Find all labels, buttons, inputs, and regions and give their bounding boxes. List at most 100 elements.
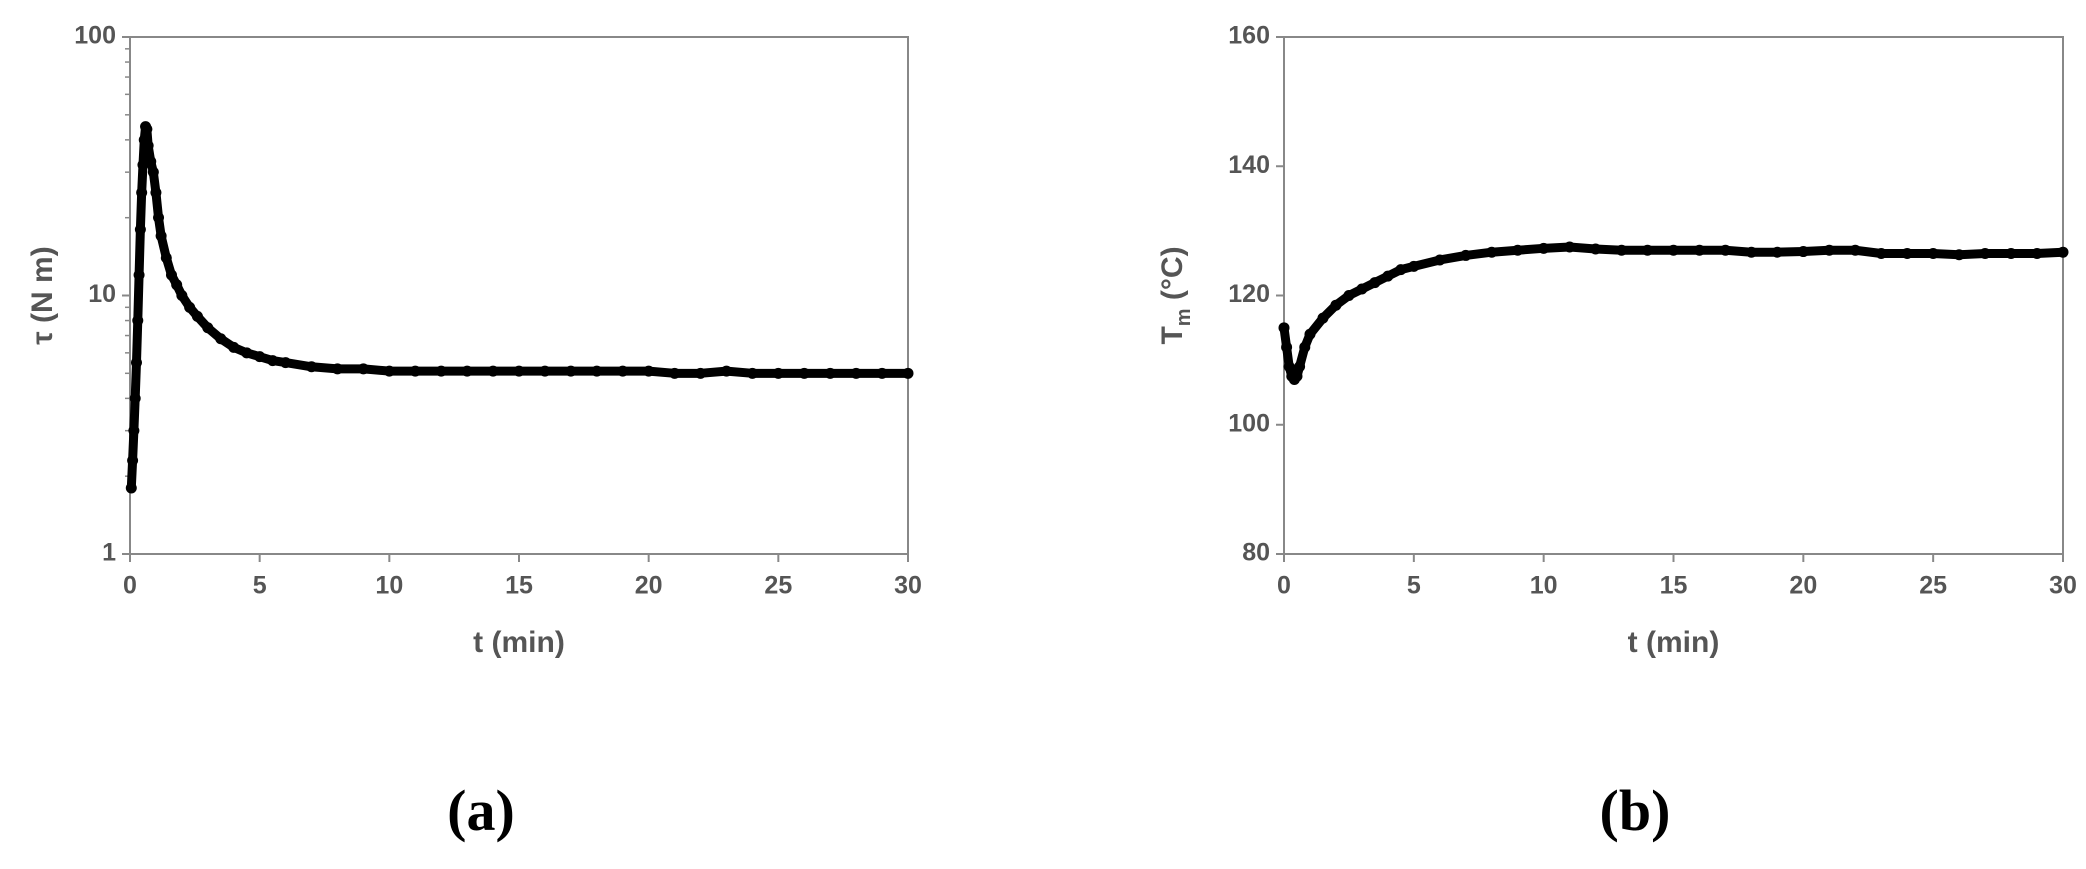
data-point (241, 347, 253, 359)
data-point (125, 482, 137, 494)
data-point (150, 187, 162, 199)
data-point (2057, 246, 2069, 258)
data-point (435, 365, 447, 377)
data-point (1294, 361, 1306, 373)
data-point (128, 425, 140, 437)
data-point (902, 367, 914, 379)
y-axis-title-part: m (1173, 308, 1195, 326)
data-point (591, 365, 603, 377)
data-point (669, 367, 681, 379)
data-point (746, 367, 758, 379)
data-point (145, 155, 157, 167)
data-point (184, 301, 196, 313)
data-point (1317, 312, 1329, 324)
y-tick-label: 1 (102, 539, 116, 567)
data-point (1979, 247, 1991, 259)
data-point (228, 341, 240, 353)
data-point (1693, 244, 1705, 256)
y-tick-label: 160 (1228, 22, 1270, 50)
data-point (1408, 260, 1420, 272)
data-point (134, 224, 146, 236)
data-point (280, 357, 292, 369)
data-point (130, 357, 142, 369)
data-point (1278, 322, 1290, 334)
data-point (824, 367, 836, 379)
y-tick-label: 100 (1228, 409, 1270, 437)
data-point (1299, 341, 1311, 353)
data-point (142, 140, 154, 152)
data-point (1356, 283, 1368, 295)
data-point (1901, 247, 1913, 259)
data-point (1283, 361, 1295, 373)
data-point (1642, 244, 1654, 256)
x-axis-title: t (min) (1628, 626, 1720, 659)
data-point (695, 367, 707, 379)
data-point (1719, 244, 1731, 256)
x-tick-label: 15 (1660, 572, 1688, 600)
y-tick-label: 10 (88, 280, 116, 308)
data-point (1849, 244, 1861, 256)
data-point (1745, 246, 1757, 258)
data-point (1797, 246, 1809, 258)
data-point (171, 279, 183, 291)
data-line (126, 122, 913, 493)
data-point (798, 367, 810, 379)
data-point (1304, 328, 1316, 340)
panel-label: (b) (1600, 778, 1671, 843)
data-point (1668, 244, 1679, 256)
data-point (565, 365, 577, 377)
data-point (136, 187, 148, 199)
data-point (1512, 244, 1524, 256)
data-point (132, 315, 144, 327)
data-point (2031, 247, 2043, 259)
data-point (1564, 241, 1576, 253)
data-point (539, 365, 551, 377)
data-point (1395, 264, 1407, 276)
data-point (1875, 247, 1887, 259)
data-point (1771, 246, 1783, 258)
data-point (513, 365, 525, 377)
y-axis-title-part: T (1156, 326, 1189, 344)
data-point (2005, 247, 2017, 259)
x-tick-label: 20 (635, 572, 663, 600)
data-point (1382, 270, 1394, 282)
data-point (202, 322, 214, 334)
data-point (191, 310, 203, 322)
x-tick-label: 5 (1407, 572, 1421, 600)
data-point (1538, 242, 1550, 254)
x-tick-label: 5 (253, 572, 267, 600)
plot-frame (1283, 36, 2064, 555)
x-tick-label: 0 (1277, 572, 1291, 600)
data-point (160, 252, 172, 264)
data-point (850, 367, 862, 379)
data-point (141, 123, 153, 135)
y-tick-label: 80 (1242, 539, 1270, 567)
y-tick-label: 100 (74, 22, 116, 50)
panel: 0 5 10 15 20 25 30 1 10 100 t (min) τ (N m) (a) (26, 22, 922, 843)
x-tick-label: 25 (1919, 572, 1947, 600)
data-point (127, 454, 139, 466)
x-tick-label: 30 (2049, 572, 2077, 600)
data-point (876, 367, 888, 379)
x-tick-label: 25 (764, 572, 792, 600)
x-tick-label: 10 (375, 572, 403, 600)
panel-label: (a) (447, 778, 515, 843)
data-point (643, 365, 655, 377)
y-tick-label: 140 (1228, 151, 1270, 179)
x-tick-label: 15 (505, 572, 533, 600)
panel: 0 5 10 15 20 25 30 80 100 120 140 160 t (min) Tm (°C)… (1156, 22, 2077, 843)
data-point (357, 363, 369, 375)
data-point (133, 269, 145, 281)
x-axis-title: t (min) (473, 626, 565, 659)
data-point (720, 365, 732, 377)
data-point (1291, 370, 1303, 382)
plot-frame (129, 36, 909, 555)
x-tick-label: 30 (894, 572, 922, 600)
data-point (331, 363, 343, 375)
data-point (267, 355, 279, 367)
data-point (1486, 246, 1498, 258)
data-point (1369, 277, 1381, 289)
data-point (306, 361, 318, 373)
data-point (153, 212, 165, 224)
